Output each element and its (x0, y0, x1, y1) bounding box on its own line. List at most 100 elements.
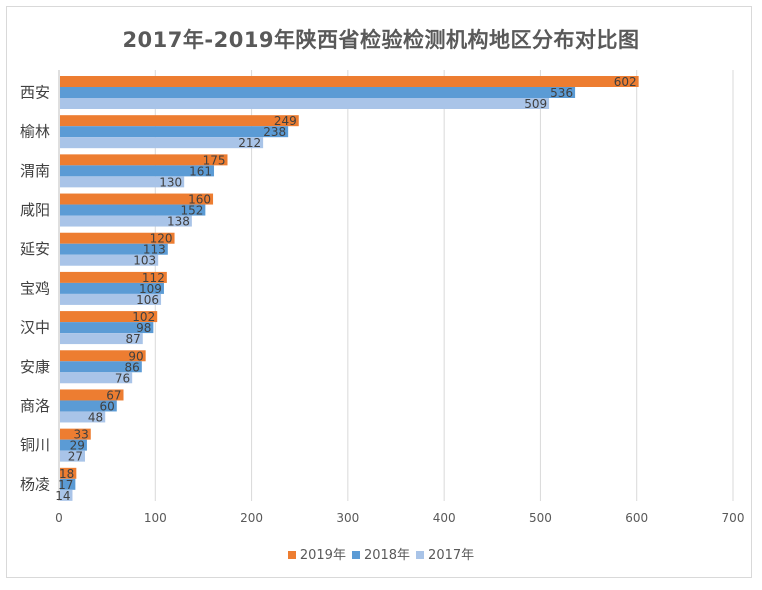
bar-2017年-咸阳 (60, 215, 192, 227)
legend-label: 2017年 (428, 548, 475, 563)
bar-2018年-汉中 (60, 322, 154, 334)
x-tick-label: 600 (625, 511, 648, 525)
data-labels: 6025365092492382121751611301601521381201… (55, 75, 636, 503)
bar-2019年-咸阳 (60, 193, 214, 205)
category-label: 渭南 (20, 162, 50, 180)
data-label: 238 (263, 125, 286, 139)
bar-2018年-延安 (60, 243, 168, 255)
data-label: 87 (125, 332, 140, 346)
legend-item: 2018年 (351, 544, 411, 563)
bar-2018年-商洛 (60, 400, 117, 412)
data-label: 175 (203, 153, 226, 167)
bar-2018年-铜川 (60, 439, 87, 451)
data-label: 249 (274, 114, 297, 128)
bar-2019年-汉中 (60, 311, 158, 323)
category-label: 汉中 (20, 319, 50, 337)
bar-2017年-铜川 (60, 450, 85, 462)
x-tick-label: 700 (722, 511, 745, 525)
category-label: 西安 (20, 84, 50, 102)
x-tick-label: 100 (144, 511, 167, 525)
category-label: 杨凌 (20, 475, 50, 493)
category-label: 宝鸡 (20, 279, 50, 297)
bar-2019年-榆林 (60, 115, 299, 127)
data-label: 102 (132, 310, 155, 324)
bar-2017年-宝鸡 (60, 293, 162, 305)
data-label: 113 (143, 243, 166, 257)
category-label: 安康 (20, 358, 50, 376)
data-label: 602 (614, 75, 637, 89)
data-label: 509 (524, 97, 547, 111)
category-label: 榆林 (20, 123, 50, 141)
legend-item: 2019年 (287, 544, 346, 563)
bar-2017年-西安 (60, 98, 550, 109)
bar-2018年-安康 (60, 361, 142, 373)
data-label: 90 (128, 349, 143, 363)
bar-2019年-渭南 (60, 154, 228, 166)
data-label: 33 (73, 428, 88, 442)
data-label: 76 (115, 371, 130, 385)
data-label: 120 (150, 232, 173, 246)
data-label: 106 (136, 293, 159, 307)
bar-2017年-商洛 (60, 411, 106, 423)
legend-swatch (416, 550, 425, 559)
category-label: 咸阳 (20, 201, 50, 219)
legend-label: 2018年 (363, 548, 411, 563)
data-label: 48 (88, 410, 103, 424)
data-label: 60 (99, 399, 114, 413)
chart-title: 2017年-2019年陕西省检验检测机构地区分布对比图 (122, 28, 640, 52)
x-tick-label: 500 (529, 511, 552, 525)
legend-swatch (351, 550, 360, 559)
data-label: 67 (106, 388, 121, 402)
bar-2017年-延安 (60, 254, 159, 266)
data-label: 138 (167, 215, 190, 229)
data-label: 27 (68, 450, 83, 464)
data-label: 112 (142, 271, 165, 285)
x-tick-label: 0 (55, 511, 63, 525)
legend-item: 2017年 (416, 544, 474, 563)
bar-2017年-榆林 (60, 137, 264, 149)
bar-2018年-杨凌 (60, 478, 76, 490)
data-label: 29 (70, 439, 85, 453)
bar-2017年-杨凌 (60, 489, 73, 501)
category-label: 延安 (20, 240, 50, 258)
bar-2019年-安康 (60, 350, 146, 362)
x-tick-label: 200 (240, 511, 263, 525)
data-label: 86 (125, 360, 140, 374)
bar-2018年-宝鸡 (60, 282, 164, 294)
bar-2019年-延安 (60, 232, 175, 244)
data-label: 160 (188, 193, 211, 207)
bar-2017年-安康 (60, 372, 133, 384)
bar-2019年-杨凌 (60, 467, 77, 479)
data-label: 14 (55, 489, 70, 503)
bar-2018年-榆林 (60, 126, 289, 138)
legend-swatch (287, 550, 296, 559)
data-label: 103 (133, 254, 156, 268)
legend-label: 2019年 (299, 548, 346, 563)
bar-2019年-商洛 (60, 389, 124, 401)
data-label: 109 (139, 282, 162, 296)
bars (60, 76, 639, 501)
category-label: 铜川 (20, 436, 50, 454)
category-label: 商洛 (20, 397, 50, 415)
data-label: 152 (180, 204, 203, 218)
data-label: 212 (238, 136, 261, 150)
bar-2018年-渭南 (60, 165, 215, 177)
data-label: 17 (58, 478, 73, 492)
x-tick-label: 300 (336, 511, 359, 525)
data-label: 18 (59, 467, 74, 481)
data-label: 161 (189, 164, 212, 178)
data-label: 98 (136, 321, 151, 335)
bar-2019年-西安 (60, 76, 639, 87)
bar-2017年-渭南 (60, 176, 185, 188)
legend: 2019年 2018年 2017年 (0, 544, 762, 563)
x-tick-label: 400 (433, 511, 456, 525)
data-label: 536 (550, 86, 573, 100)
bar-2018年-咸阳 (60, 204, 206, 216)
data-label: 130 (159, 175, 182, 189)
bar-2018年-西安 (60, 87, 576, 98)
bar-2019年-宝鸡 (60, 271, 167, 283)
bar-2019年-铜川 (60, 428, 91, 440)
x-tick-labels: 0 100 200 300 400 500 600 700 (55, 511, 744, 525)
